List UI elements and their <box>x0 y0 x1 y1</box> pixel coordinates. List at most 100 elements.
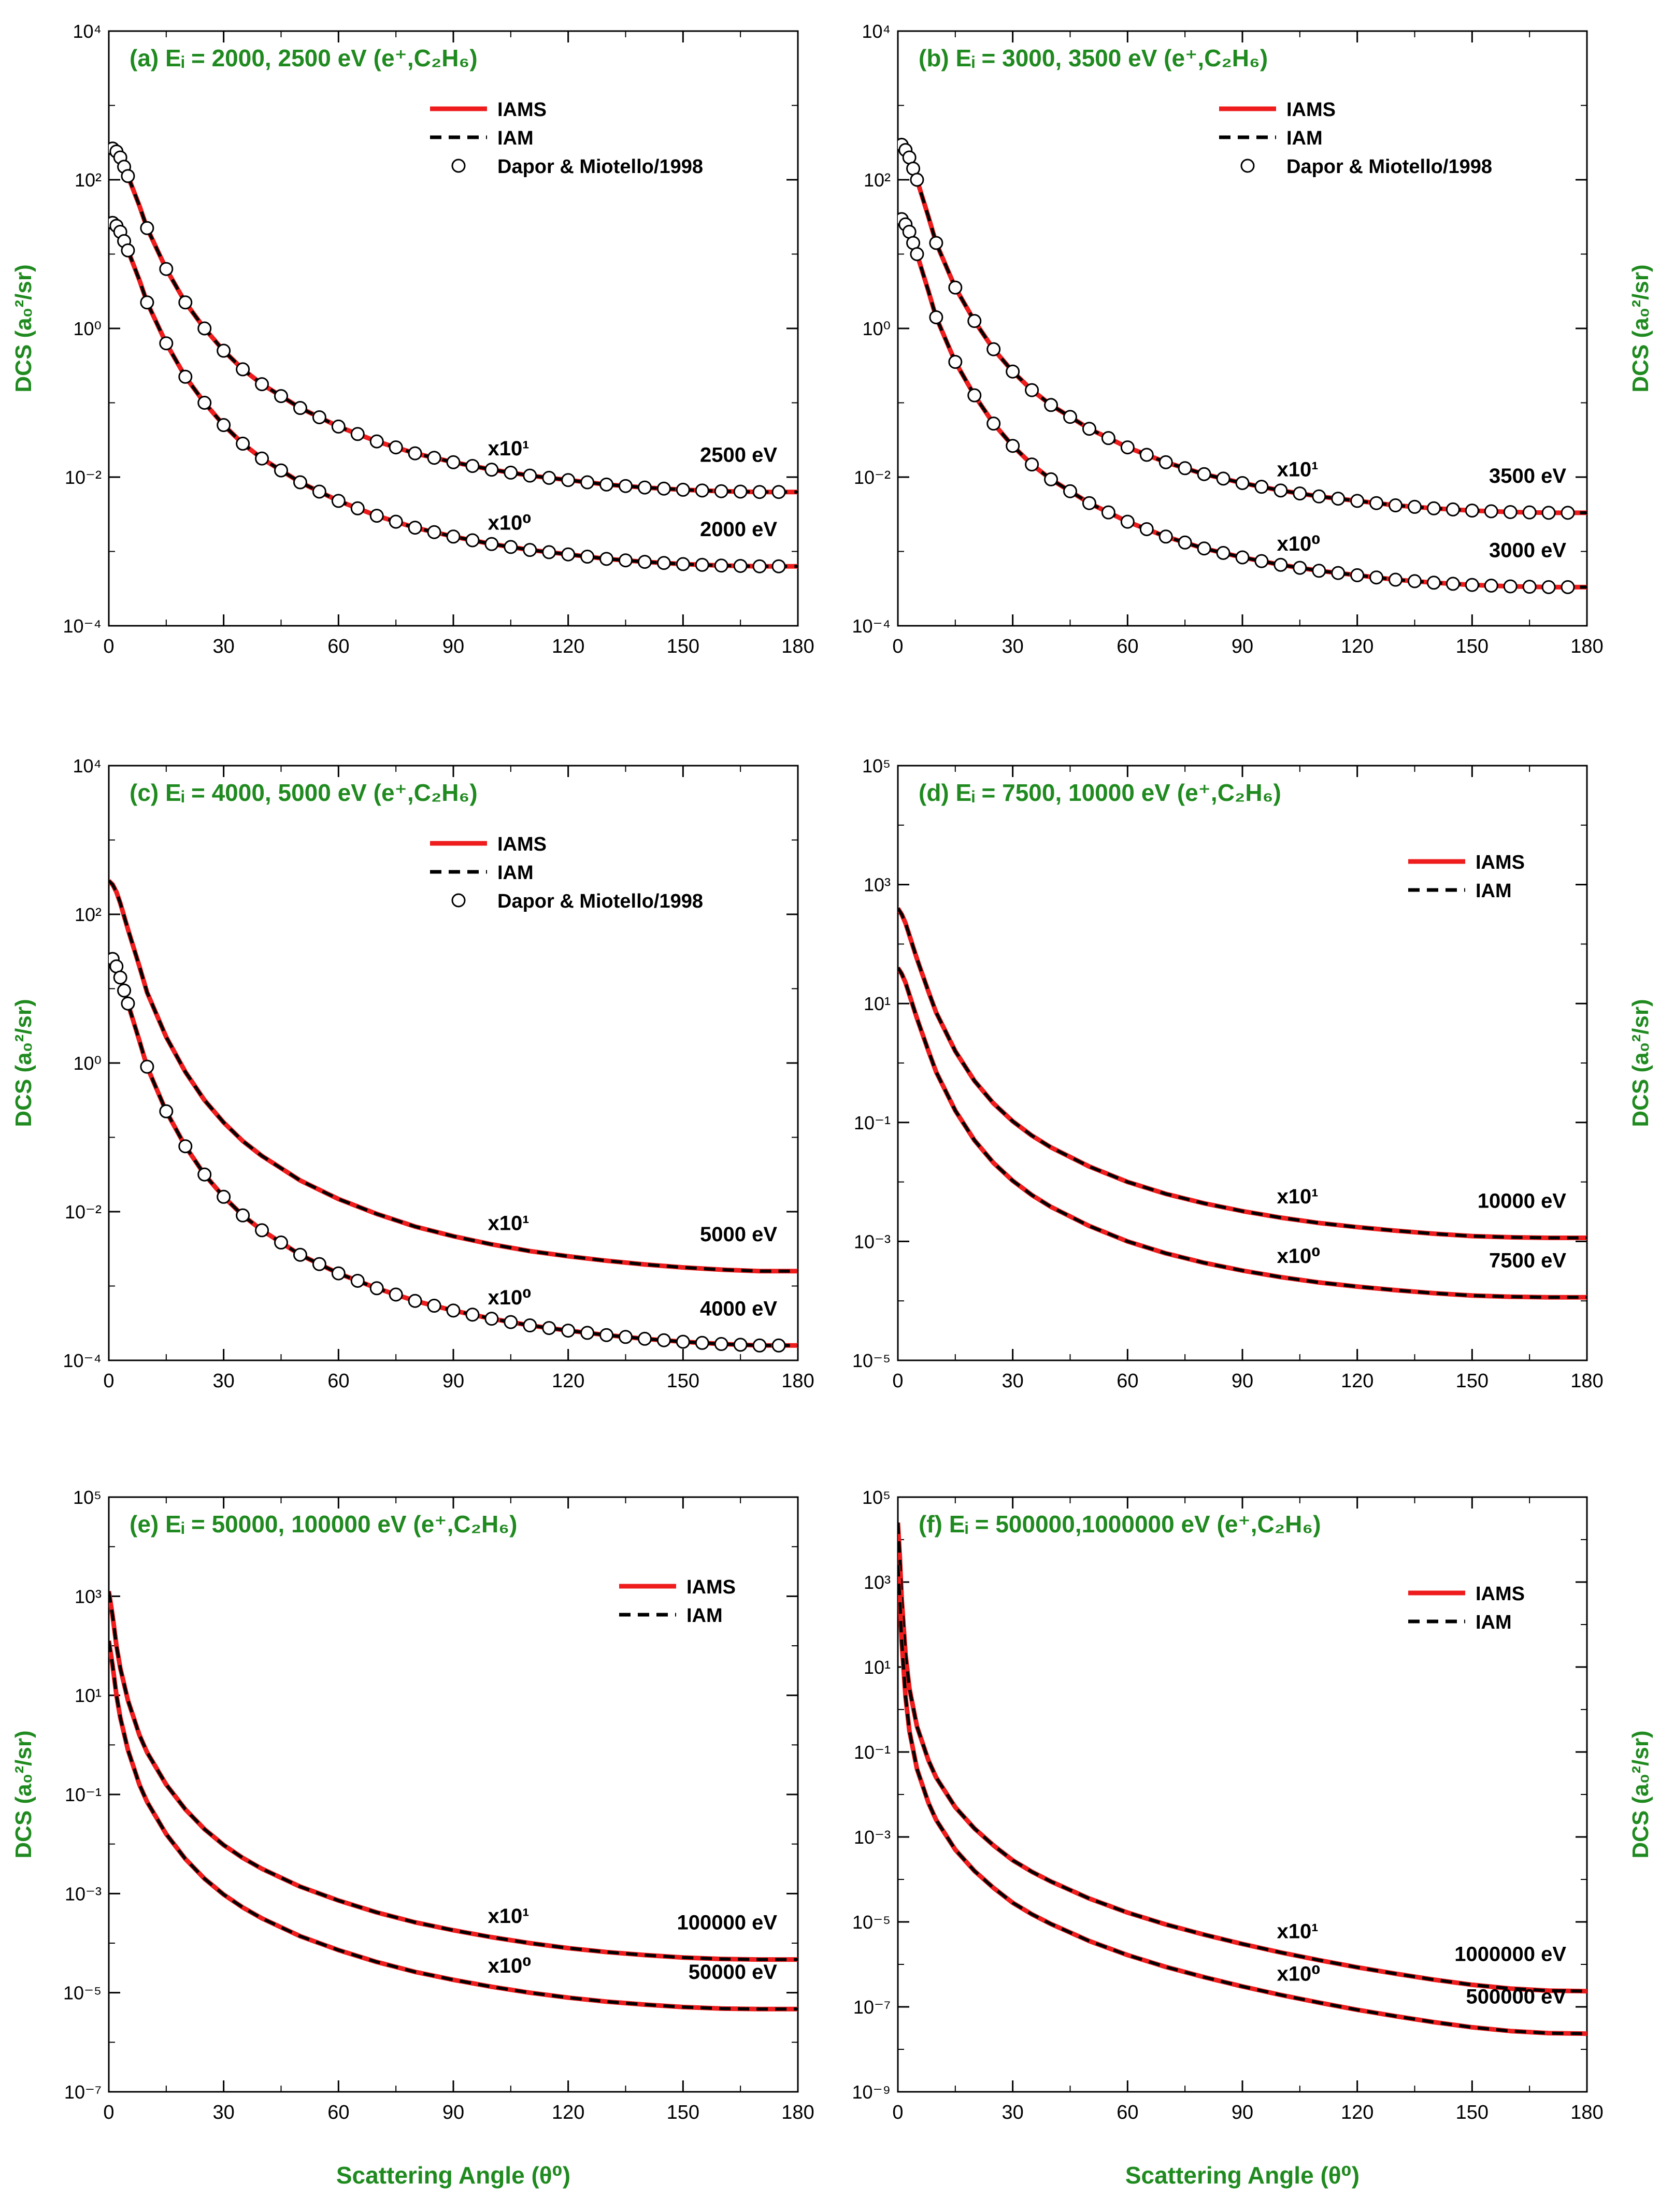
x-tick-label: 90 <box>1232 1370 1253 1392</box>
data-marker <box>446 455 461 469</box>
y-tick-label: 10⁻⁵ <box>63 1983 102 2004</box>
data-marker <box>1561 506 1575 520</box>
y-tick-label: 10⁻⁹ <box>852 2081 891 2103</box>
y-tick-label: 10³ <box>75 1586 102 1607</box>
data-marker <box>676 557 690 571</box>
data-marker <box>1139 522 1154 536</box>
data-marker <box>465 533 480 548</box>
y-tick-label: 10⁻¹ <box>65 1784 102 1805</box>
scale-label-0: x10¹ <box>1277 1920 1319 1943</box>
data-marker <box>771 559 786 573</box>
data-marker <box>580 1326 595 1340</box>
data-marker <box>733 484 748 499</box>
legend: IAMS IAM <box>1408 852 1525 902</box>
data-marker <box>1254 554 1269 568</box>
x-tick-label: 180 <box>1570 1370 1603 1392</box>
data-marker <box>484 537 499 551</box>
data-marker <box>1006 439 1020 453</box>
x-tick-label: 150 <box>1456 2102 1489 2123</box>
data-marker <box>369 509 384 523</box>
data-marker <box>1044 472 1058 486</box>
data-marker <box>1389 498 1403 513</box>
data-marker <box>967 314 982 328</box>
y-tick-label: 10⁻⁷ <box>64 2081 102 2103</box>
x-tick-label: 30 <box>213 636 235 657</box>
data-marker <box>465 1308 480 1322</box>
scale-label-0: x10¹ <box>1277 1185 1319 1208</box>
energy-label-1: 4000 eV <box>700 1297 777 1320</box>
y-tick-label: 10⁵ <box>862 755 891 777</box>
data-marker <box>113 970 127 985</box>
data-marker <box>427 451 441 465</box>
y-tick-label: 10⁻³ <box>854 1827 891 1848</box>
y-tick-label: 10⁰ <box>74 1053 102 1074</box>
y-tick-label: 10⁻⁷ <box>853 1996 891 2018</box>
legend: IAMS IAM Dapor & Miotello/1998 <box>430 834 703 912</box>
data-marker <box>523 1318 537 1333</box>
data-marker <box>350 1273 365 1288</box>
y-tick-label: 10⁻⁴ <box>63 1350 102 1371</box>
data-marker <box>427 525 441 539</box>
data-marker <box>637 555 652 569</box>
x-tick-label: 0 <box>892 636 903 657</box>
x-tick-label: 60 <box>1117 636 1138 657</box>
data-marker <box>1426 576 1441 590</box>
legend-label: IAMS <box>1476 1583 1525 1605</box>
legend-label: IAM <box>1476 880 1512 902</box>
chart-panel-a: 0 30 60 90 120 150 180 10⁻⁴ 10⁻² 10⁰ 10² 10⁴ DCS (a₀… <box>11 21 814 657</box>
data-marker <box>446 1303 461 1318</box>
data-marker <box>1158 455 1173 469</box>
data-marker <box>140 221 154 235</box>
scale-label-1: x10⁰ <box>1277 1962 1321 1985</box>
data-marker <box>197 396 212 410</box>
data-marker <box>676 1334 690 1349</box>
iams-curve-1 <box>898 966 1587 1300</box>
data-marker <box>140 1059 154 1074</box>
x-tick-label: 90 <box>1232 636 1253 657</box>
chart-panel-b: 0 30 60 90 120 150 180 10⁻⁴ 10⁻² 10⁰ 10² 10⁴ DCS (a₀… <box>852 21 1653 657</box>
data-marker <box>121 243 135 257</box>
data-marker <box>121 996 135 1011</box>
x-tick-label: 0 <box>103 1370 114 1392</box>
x-tick-label: 150 <box>1456 1370 1489 1392</box>
data-marker <box>619 553 633 568</box>
data-marker <box>121 169 135 183</box>
data-marker <box>910 173 924 187</box>
data-marker <box>408 521 422 535</box>
data-marker <box>1484 579 1498 593</box>
scale-label-1: x10⁰ <box>1277 533 1321 555</box>
data-marker <box>255 377 269 392</box>
legend-label: IAM <box>1286 127 1323 149</box>
x-tick-label: 60 <box>327 2102 349 2123</box>
curves-group <box>109 141 798 573</box>
y-tick-label: 10³ <box>864 1572 891 1593</box>
y-tick-label: 10⁻¹ <box>854 1742 891 1763</box>
iam-curve-0 <box>898 907 1587 1240</box>
data-marker <box>217 343 231 358</box>
x-tick-label: 30 <box>1002 1370 1024 1392</box>
data-marker <box>561 473 576 487</box>
data-marker <box>1025 383 1039 397</box>
iams-curve-1 <box>109 953 798 1348</box>
x-tick-label: 120 <box>552 2102 584 2123</box>
y-axis-label: DCS (a₀²/sr) <box>1628 1730 1653 1858</box>
data-marker <box>1446 502 1460 516</box>
x-tick-label: 150 <box>1456 636 1489 657</box>
iam-curve-1 <box>109 954 798 1347</box>
y-tick-label: 10⁴ <box>862 21 891 42</box>
data-marker <box>1350 568 1365 582</box>
data-marker <box>1503 579 1518 594</box>
x-tick-label: 180 <box>781 1370 814 1392</box>
x-tick-label: 30 <box>213 2102 235 2123</box>
scale-label-0: x10¹ <box>488 437 530 460</box>
y-tick-label: 10¹ <box>864 1657 891 1678</box>
energy-label-1: 50000 eV <box>689 1961 778 1984</box>
x-tick-label: 90 <box>442 2102 464 2123</box>
x-tick-label: 120 <box>1341 2102 1373 2123</box>
data-marker <box>1522 505 1537 520</box>
data-marker <box>714 558 728 573</box>
energy-label-1: 3000 eV <box>1489 539 1566 562</box>
energy-label-1: 500000 eV <box>1466 1986 1566 2008</box>
x-tick-label: 180 <box>781 2102 814 2123</box>
